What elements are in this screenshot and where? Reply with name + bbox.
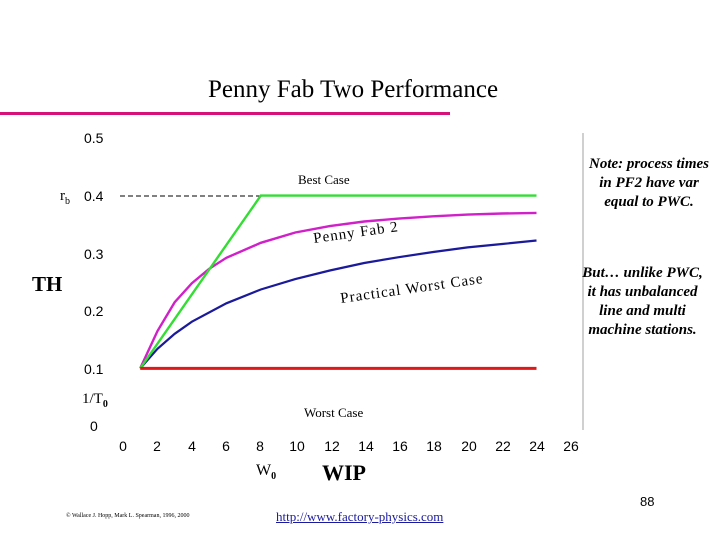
x-tick-label-22: 22 [495,438,511,454]
note-process-times: Note: process times in PF2 have var equa… [589,156,709,210]
x-tick-label-26: 26 [563,438,579,454]
x-tick-label-12: 12 [324,438,340,454]
x-tick-label-16: 16 [392,438,408,454]
series-line-best-case [139,194,537,370]
x-tick-label-18: 18 [426,438,442,454]
y-tick-label-0.1: 0.1 [84,361,104,377]
rb-label: rb [60,188,70,207]
title-underline [0,112,450,115]
w0-label: W0 [256,462,276,482]
x-tick-label-10: 10 [289,438,305,454]
note-unbalanced-line: But… unlike PWC, it has unbalanced line … [582,265,703,338]
page-number: 88 [640,494,655,509]
y-tick-labels: 0 0.1 0.2 0.3 0.4 0.5 [84,130,104,434]
x-tick-label-20: 20 [461,438,477,454]
x-tick-label-4: 4 [188,438,196,454]
x-tick-label-24: 24 [529,438,545,454]
x-tick-label-2: 2 [153,438,161,454]
y-tick-label-0.3: 0.3 [84,246,104,262]
label-worst-case: Worst Case [304,405,363,420]
series-line-practical-worst-case [139,239,537,370]
x-tick-label-6: 6 [222,438,230,454]
x-tick-label-0: 0 [119,438,127,454]
x-tick-labels: 0 2 4 6 8 10 12 14 16 18 20 22 24 26 [119,438,579,454]
y-axis-title: TH [32,272,62,296]
y-tick-label-0.4: 0.4 [84,188,104,204]
y-tick-label-0.2: 0.2 [84,303,104,319]
footer-copyright: © Wallace J. Hopp, Mark L. Spearman, 199… [66,513,190,519]
y-tick-label-0: 0 [90,418,98,434]
footer-url-link[interactable]: http://www.factory-physics.com [276,509,444,524]
inv-t0-label: 1/T0 [82,391,108,410]
x-tick-label-8: 8 [256,438,264,454]
x-axis-title: WIP [322,460,366,485]
label-best-case: Best Case [298,172,350,187]
slide-title: Penny Fab Two Performance [207,76,499,103]
x-tick-label-14: 14 [358,438,374,454]
series-line-penny-fab-2 [139,211,537,369]
y-tick-label-0.5: 0.5 [84,130,104,146]
label-practical-worst-case: Practical Worst Case [339,271,484,307]
